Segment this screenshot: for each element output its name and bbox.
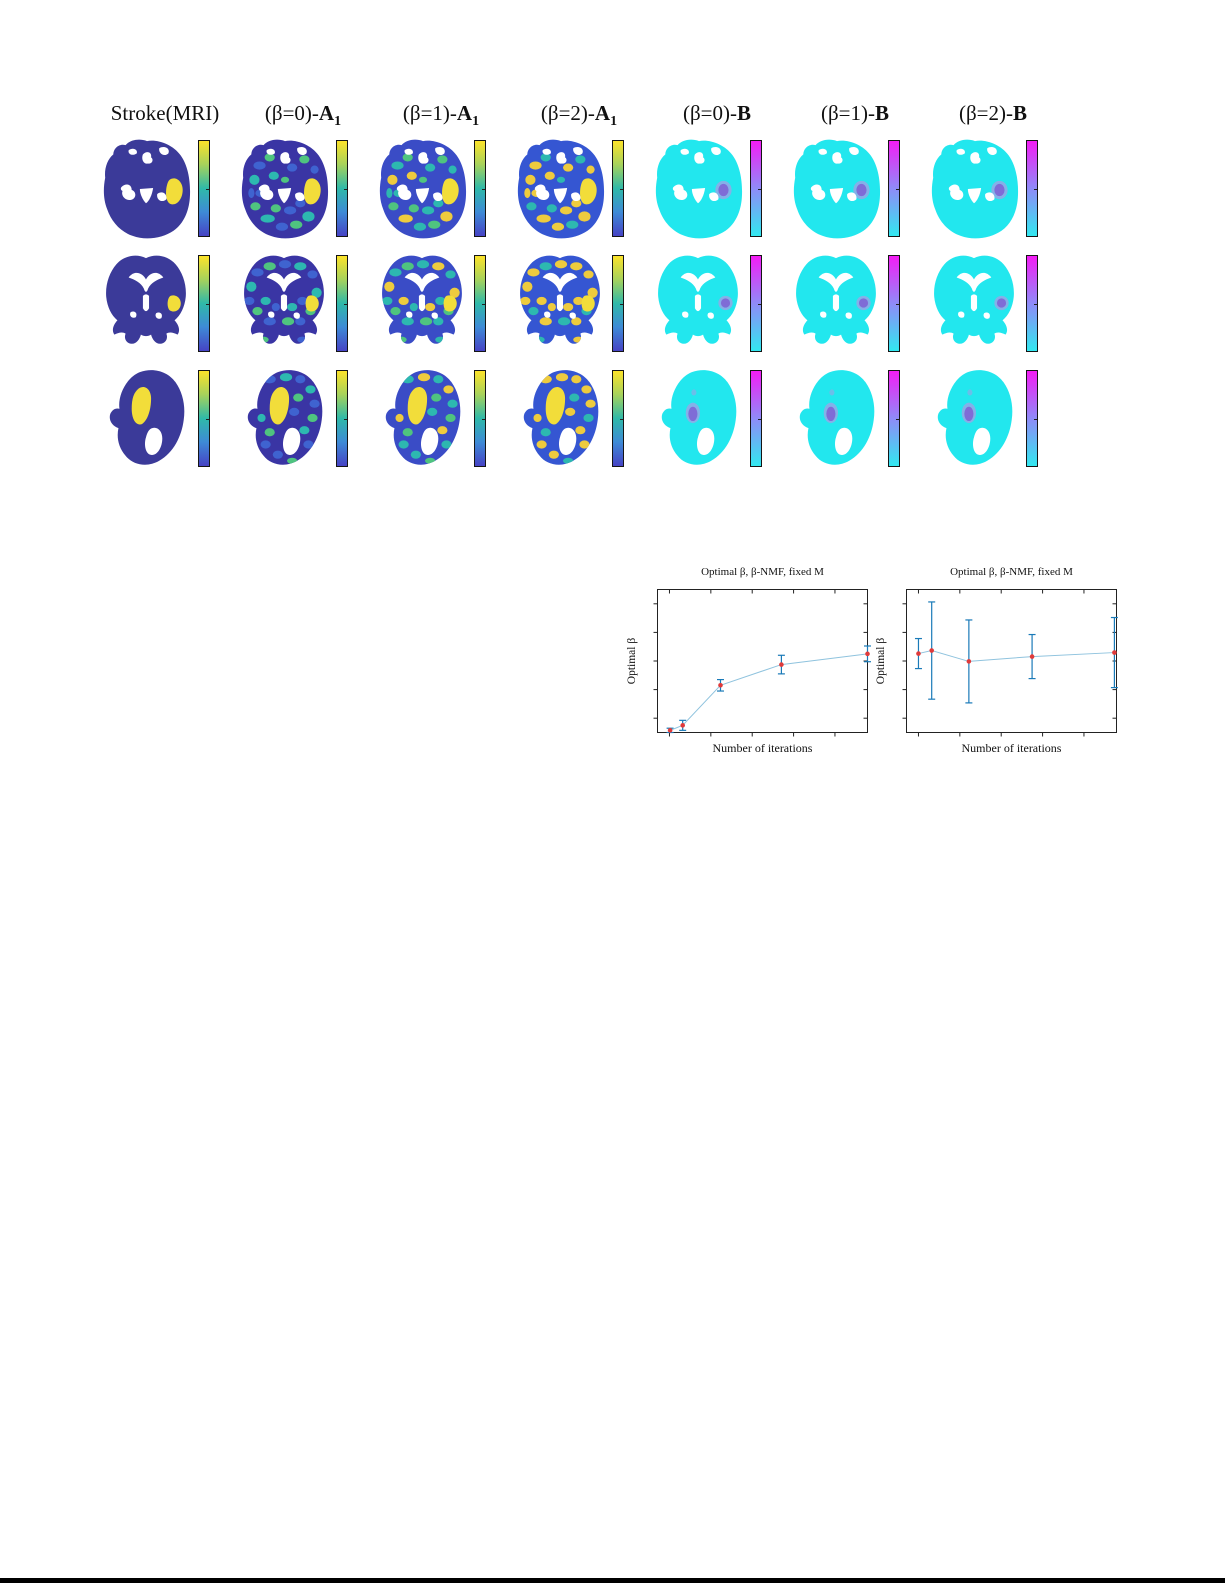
parula-colorbar (474, 255, 486, 352)
brain-image (796, 255, 876, 344)
header-subscript: 1 (334, 114, 342, 130)
brain-image (244, 255, 324, 344)
cool-colorbar (888, 370, 900, 467)
header-matrix: A (318, 100, 335, 125)
parula-colorbar (612, 255, 624, 352)
brain-image (520, 255, 600, 344)
brain-image (379, 139, 467, 239)
figure-cell-axial-slice-col3 (510, 137, 648, 252)
parula-colorbar (198, 370, 210, 467)
header-subscript: 1 (610, 114, 618, 130)
header-matrix: A (456, 100, 473, 125)
brain-image (937, 370, 1013, 465)
figure-cell-sagittal-slice-col3 (510, 367, 648, 482)
parula-colorbar (336, 140, 348, 237)
header-prefix: (β=1)- (820, 100, 875, 125)
cool-colorbar (888, 255, 900, 352)
parula-colorbar (336, 255, 348, 352)
parula-colorbar (198, 140, 210, 237)
figure-cell-axial-slice-col0 (96, 137, 234, 252)
y-axis-label: Optimal β (875, 637, 887, 685)
x-axis-label: Number of iterations (712, 741, 813, 755)
errorbar-chart-left (653, 589, 871, 737)
header-matrix: B (737, 100, 752, 125)
brain-image (799, 370, 875, 465)
y-axis-label: Optimal β (626, 637, 638, 685)
x-axis-label: Number of iterations (961, 741, 1062, 755)
brain-image (658, 255, 738, 344)
brain-image (241, 139, 329, 239)
figure-cell-axial-slice-col6 (924, 137, 1062, 252)
figure-cell-sagittal-slice-col4 (648, 367, 786, 482)
errorbar-chart-right (902, 589, 1118, 737)
brain-image (382, 255, 462, 344)
figure-cell-coronal-slice-col2 (372, 252, 510, 367)
header-prefix: (β=0)- (264, 100, 319, 125)
header-prefix: (β=2)- (540, 100, 595, 125)
parula-colorbar (198, 255, 210, 352)
figure-cell-sagittal-slice-col5 (786, 367, 924, 482)
figure-cell-axial-slice-col5 (786, 137, 924, 252)
figure-cell-coronal-slice-col6 (924, 252, 1062, 367)
brain-image (655, 139, 743, 239)
figure-cell-sagittal-slice-col2 (372, 367, 510, 482)
brain-image (793, 139, 881, 239)
header-matrix: A (594, 100, 611, 125)
brain-image (109, 370, 185, 465)
figure-cell-sagittal-slice-col0 (96, 367, 234, 482)
column-header-5: (β=1)-B (786, 101, 924, 130)
column-header-2: (β=1)-A1 (372, 101, 510, 130)
cool-colorbar (1026, 140, 1038, 237)
figure-cell-axial-slice-col2 (372, 137, 510, 252)
page-bottom-rule (0, 1578, 1225, 1583)
column-header-0: Stroke(MRI) (96, 101, 234, 130)
column-header-4: (β=0)-B (648, 101, 786, 130)
figure-cell-coronal-slice-col0 (96, 252, 234, 367)
cool-colorbar (1026, 370, 1038, 467)
figure-column-headers: Stroke(MRI) (β=0)-A1 (β=1)-A1 (β=2)-A1 (β=0)… (96, 94, 1062, 137)
column-header-3: (β=2)-A1 (510, 101, 648, 130)
header-matrix: B (1013, 100, 1028, 125)
figure-cell-axial-slice-col1 (234, 137, 372, 252)
brain-image (247, 370, 323, 465)
brain-image (103, 139, 191, 239)
cool-colorbar (750, 140, 762, 237)
brain-image (661, 370, 737, 465)
header-subscript: 1 (472, 114, 480, 130)
header-prefix: (β=1)- (402, 100, 457, 125)
brain-image (523, 370, 599, 465)
brain-figure: Stroke(MRI) (β=0)-A1 (β=1)-A1 (β=2)-A1 (β=0)… (96, 94, 1062, 482)
figure-cell-coronal-slice-col3 (510, 252, 648, 367)
figure-cell-sagittal-slice-col1 (234, 367, 372, 482)
plot-title: Optimal β, β-NMF, fixed M (701, 566, 824, 578)
brain-grid (96, 137, 1062, 482)
parula-colorbar (612, 140, 624, 237)
column-header-1: (β=0)-A1 (234, 101, 372, 130)
header-prefix: (β=2)- (958, 100, 1013, 125)
figure-cell-coronal-slice-col4 (648, 252, 786, 367)
brain-image (931, 139, 1019, 239)
parula-colorbar (474, 140, 486, 237)
header-matrix: B (875, 100, 890, 125)
cool-colorbar (750, 255, 762, 352)
parula-colorbar (612, 370, 624, 467)
brain-image (934, 255, 1014, 344)
header-prefix: (β=0)- (682, 100, 737, 125)
figure-cell-axial-slice-col4 (648, 137, 786, 252)
brain-image (106, 255, 186, 344)
brain-image (517, 139, 605, 239)
header-prefix: Stroke(MRI) (110, 100, 220, 125)
brain-image (385, 370, 461, 465)
figure-cell-sagittal-slice-col6 (924, 367, 1062, 482)
cool-colorbar (888, 140, 900, 237)
parula-colorbar (474, 370, 486, 467)
cool-colorbar (1026, 255, 1038, 352)
cool-colorbar (750, 370, 762, 467)
parula-colorbar (336, 370, 348, 467)
figure-cell-coronal-slice-col1 (234, 252, 372, 367)
column-header-6: (β=2)-B (924, 101, 1062, 130)
plot-title: Optimal β, β-NMF, fixed M (950, 566, 1073, 578)
figure-cell-coronal-slice-col5 (786, 252, 924, 367)
